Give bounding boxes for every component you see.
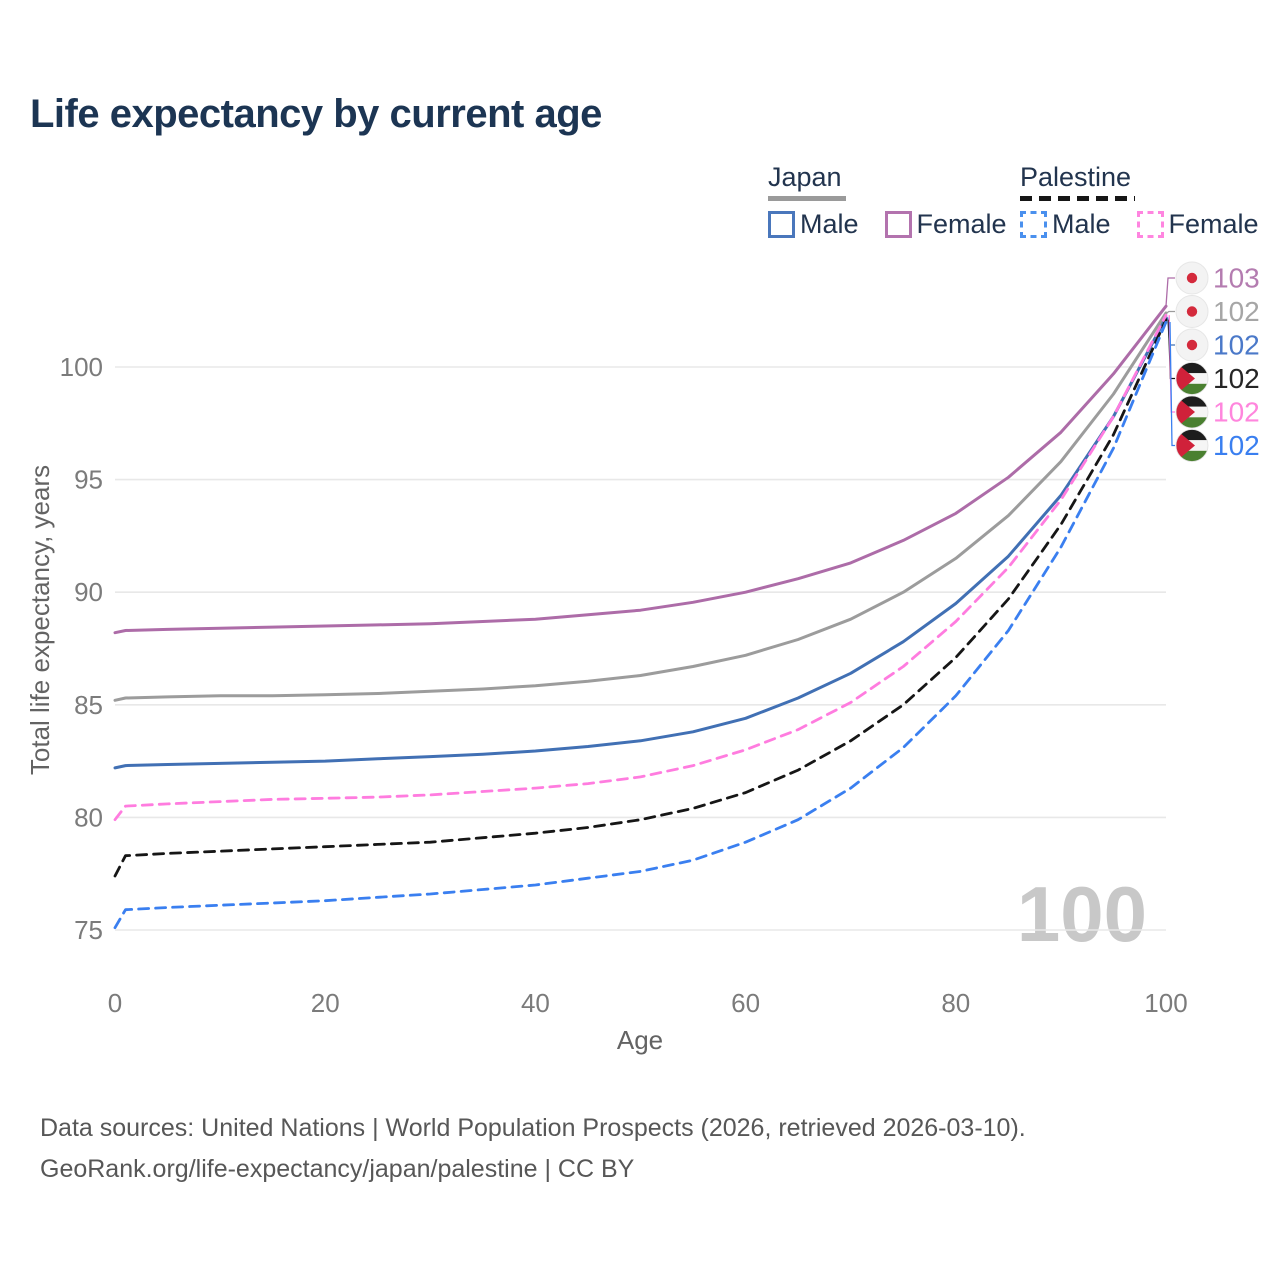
y-tick-85: 85 — [74, 690, 103, 720]
japan-male-checkbox-icon[interactable] — [768, 211, 795, 238]
page-title: Life expectancy by current age — [30, 92, 602, 136]
palestine-female-checkbox-icon[interactable] — [1136, 211, 1164, 238]
japan-flag-icon — [1175, 261, 1209, 295]
japan-flag-icon — [1175, 295, 1209, 328]
end-value-label-palestine-male: 102 — [1213, 430, 1260, 461]
legend-palestine-female-label: Female — [1168, 209, 1259, 239]
y-tick-90: 90 — [74, 577, 103, 607]
footer: Data sources: United Nations | World Pop… — [40, 1108, 1026, 1190]
legend-toggle-japan-female[interactable]: Female — [884, 209, 1007, 240]
leader-line-japan-female — [1165, 277, 1175, 307]
x-axis-title: Age — [617, 1025, 663, 1055]
y-tick-100: 100 — [60, 352, 103, 382]
legend-toggle-japan-male[interactable]: Male — [768, 209, 859, 240]
series-line-palestine-both-sexes — [113, 318, 1168, 878]
x-tick-100: 100 — [1144, 988, 1187, 1018]
leader-line-palestine-male — [1169, 321, 1175, 447]
series-line-palestine-female — [113, 313, 1168, 822]
legend-japan-line-sample — [768, 196, 846, 201]
x-tick-40: 40 — [521, 988, 550, 1018]
japan-flag-icon — [1175, 328, 1209, 362]
series-lines-layer — [113, 304, 1168, 930]
legend-toggle-palestine-female[interactable]: Female — [1136, 209, 1259, 240]
end-value-label-japan-male: 102 — [1213, 330, 1260, 361]
series-line-japan-female — [113, 304, 1168, 635]
legend-japan-male-label: Male — [800, 209, 859, 239]
x-tick-0: 0 — [108, 988, 122, 1018]
legend-japan-female-label: Female — [916, 209, 1007, 239]
axis-ticks-layer: 75 80 85 90 95 100 0 20 40 60 80 100 — [60, 352, 1188, 1018]
legend-group-palestine: Palestine Male Female — [1020, 162, 1259, 240]
legend-palestine-male-label: Male — [1052, 209, 1111, 239]
y-tick-75: 75 — [74, 915, 103, 945]
label-leader-lines-layer — [1165, 277, 1175, 447]
y-axis-title: Total life expectancy, years — [25, 465, 55, 775]
end-value-label-japan-female: 103 — [1213, 263, 1260, 294]
gridlines-layer — [115, 366, 1166, 931]
legend-palestine-heading: Palestine — [1020, 162, 1132, 192]
x-tick-20: 20 — [311, 988, 340, 1018]
series-line-japan-male — [113, 316, 1168, 770]
palestine-flag-icon — [1175, 362, 1209, 395]
age-frame-watermark: 100 — [1017, 870, 1147, 958]
legend-palestine-line-sample — [1020, 196, 1135, 201]
legend-toggle-palestine-male[interactable]: Male — [1020, 209, 1111, 240]
y-tick-80: 80 — [74, 802, 103, 832]
palestine-flag-icon — [1175, 429, 1209, 462]
x-tick-80: 80 — [941, 988, 970, 1018]
leader-line-japan-both-sexes — [1166, 310, 1175, 314]
palestine-flag-icon — [1175, 395, 1209, 429]
japan-female-checkbox-icon[interactable] — [884, 211, 912, 238]
x-tick-60: 60 — [731, 988, 760, 1018]
attribution-text: GeoRank.org/life-expectancy/japan/palest… — [40, 1155, 635, 1183]
data-sources-text: Data sources: United Nations | World Pop… — [40, 1114, 1026, 1142]
legend-japan-heading: Japan — [768, 162, 842, 192]
end-value-label-palestine-female: 102 — [1213, 397, 1260, 428]
series-line-palestine-male — [113, 320, 1168, 930]
legend-group-japan: Japan Male Female — [768, 162, 1007, 240]
palestine-male-checkbox-icon[interactable] — [1020, 211, 1047, 238]
series-line-japan-both-sexes — [113, 311, 1168, 702]
end-value-label-palestine-both-sexes: 102 — [1213, 363, 1260, 394]
end-value-label-japan-both-sexes: 102 — [1213, 296, 1260, 327]
y-tick-95: 95 — [74, 465, 103, 495]
